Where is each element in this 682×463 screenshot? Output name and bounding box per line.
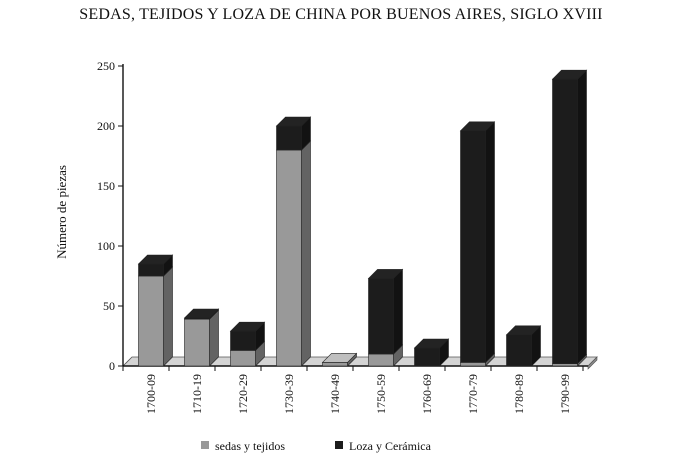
chart-axes: 0 50 100 150 200 250 xyxy=(97,59,588,373)
bar-1760-69-loza-y-cerámica xyxy=(413,338,450,367)
bar-1750-59-loza-y-cerámica xyxy=(367,268,404,355)
bar-series-group xyxy=(137,69,588,367)
bar-1710-19-loza-y-cerámica xyxy=(183,308,220,320)
x-tick-label: 1760-69 xyxy=(420,374,434,414)
bar-1790-99-loza-y-cerámica xyxy=(551,69,588,365)
x-tick-label: 1770-79 xyxy=(466,374,480,414)
bar-1710-19-sedas-y-tejidos xyxy=(184,309,219,367)
legend-swatch xyxy=(201,441,209,449)
bar-1750-59-sedas-y-tejidos xyxy=(368,344,403,367)
bar-1730-39-loza-y-cerámica xyxy=(275,116,312,151)
x-tick-label: 1780-89 xyxy=(512,374,526,414)
y-tick-label: 250 xyxy=(97,59,115,73)
bar-1780-89-loza-y-cerámica xyxy=(505,325,542,367)
x-tick-label: 1730-39 xyxy=(282,374,296,414)
legend-item: Loza y Cerámica xyxy=(335,439,432,453)
chart-legend: sedas y tejidos Loza y Cerámica xyxy=(201,439,432,453)
y-tick-label: 200 xyxy=(97,119,115,133)
legend-label: Loza y Cerámica xyxy=(349,439,432,453)
x-tick-label: 1750-59 xyxy=(374,374,388,414)
legend-item: sedas y tejidos xyxy=(201,439,285,453)
y-axis-title: Número de piezas xyxy=(54,165,69,259)
bar-1770-79-loza-y-cerámica xyxy=(459,121,496,364)
y-tick-label: 150 xyxy=(97,179,115,193)
floor-side xyxy=(587,356,598,370)
x-tick-labels: 1700-09 1710-19 1720-29 1730-39 1740-49 1750-… xyxy=(144,374,572,414)
y-tick-label: 50 xyxy=(103,299,115,313)
legend-label: sedas y tejidos xyxy=(215,439,285,453)
bar-1700-09-loza-y-cerámica xyxy=(137,254,174,277)
x-tick-label: 1700-09 xyxy=(144,374,158,414)
x-tick-label: 1790-99 xyxy=(558,374,572,414)
y-tick-label: 100 xyxy=(97,239,115,253)
x-tick-label: 1740-49 xyxy=(328,374,342,414)
chart-title: SEDAS, TEJIDOS Y LOZA DE CHINA POR BUENO… xyxy=(79,6,603,23)
x-tick-label: 1710-19 xyxy=(190,374,204,414)
bar-1700-09-sedas-y-tejidos xyxy=(138,266,173,367)
legend-swatch xyxy=(335,441,343,449)
y-tick-label: 0 xyxy=(109,359,115,373)
bar-1740-49-sedas-y-tejidos xyxy=(321,352,358,367)
bar-1730-39-sedas-y-tejidos xyxy=(276,140,311,367)
x-tick-label: 1720-29 xyxy=(236,374,250,414)
bar-1720-29-loza-y-cerámica xyxy=(229,321,266,352)
